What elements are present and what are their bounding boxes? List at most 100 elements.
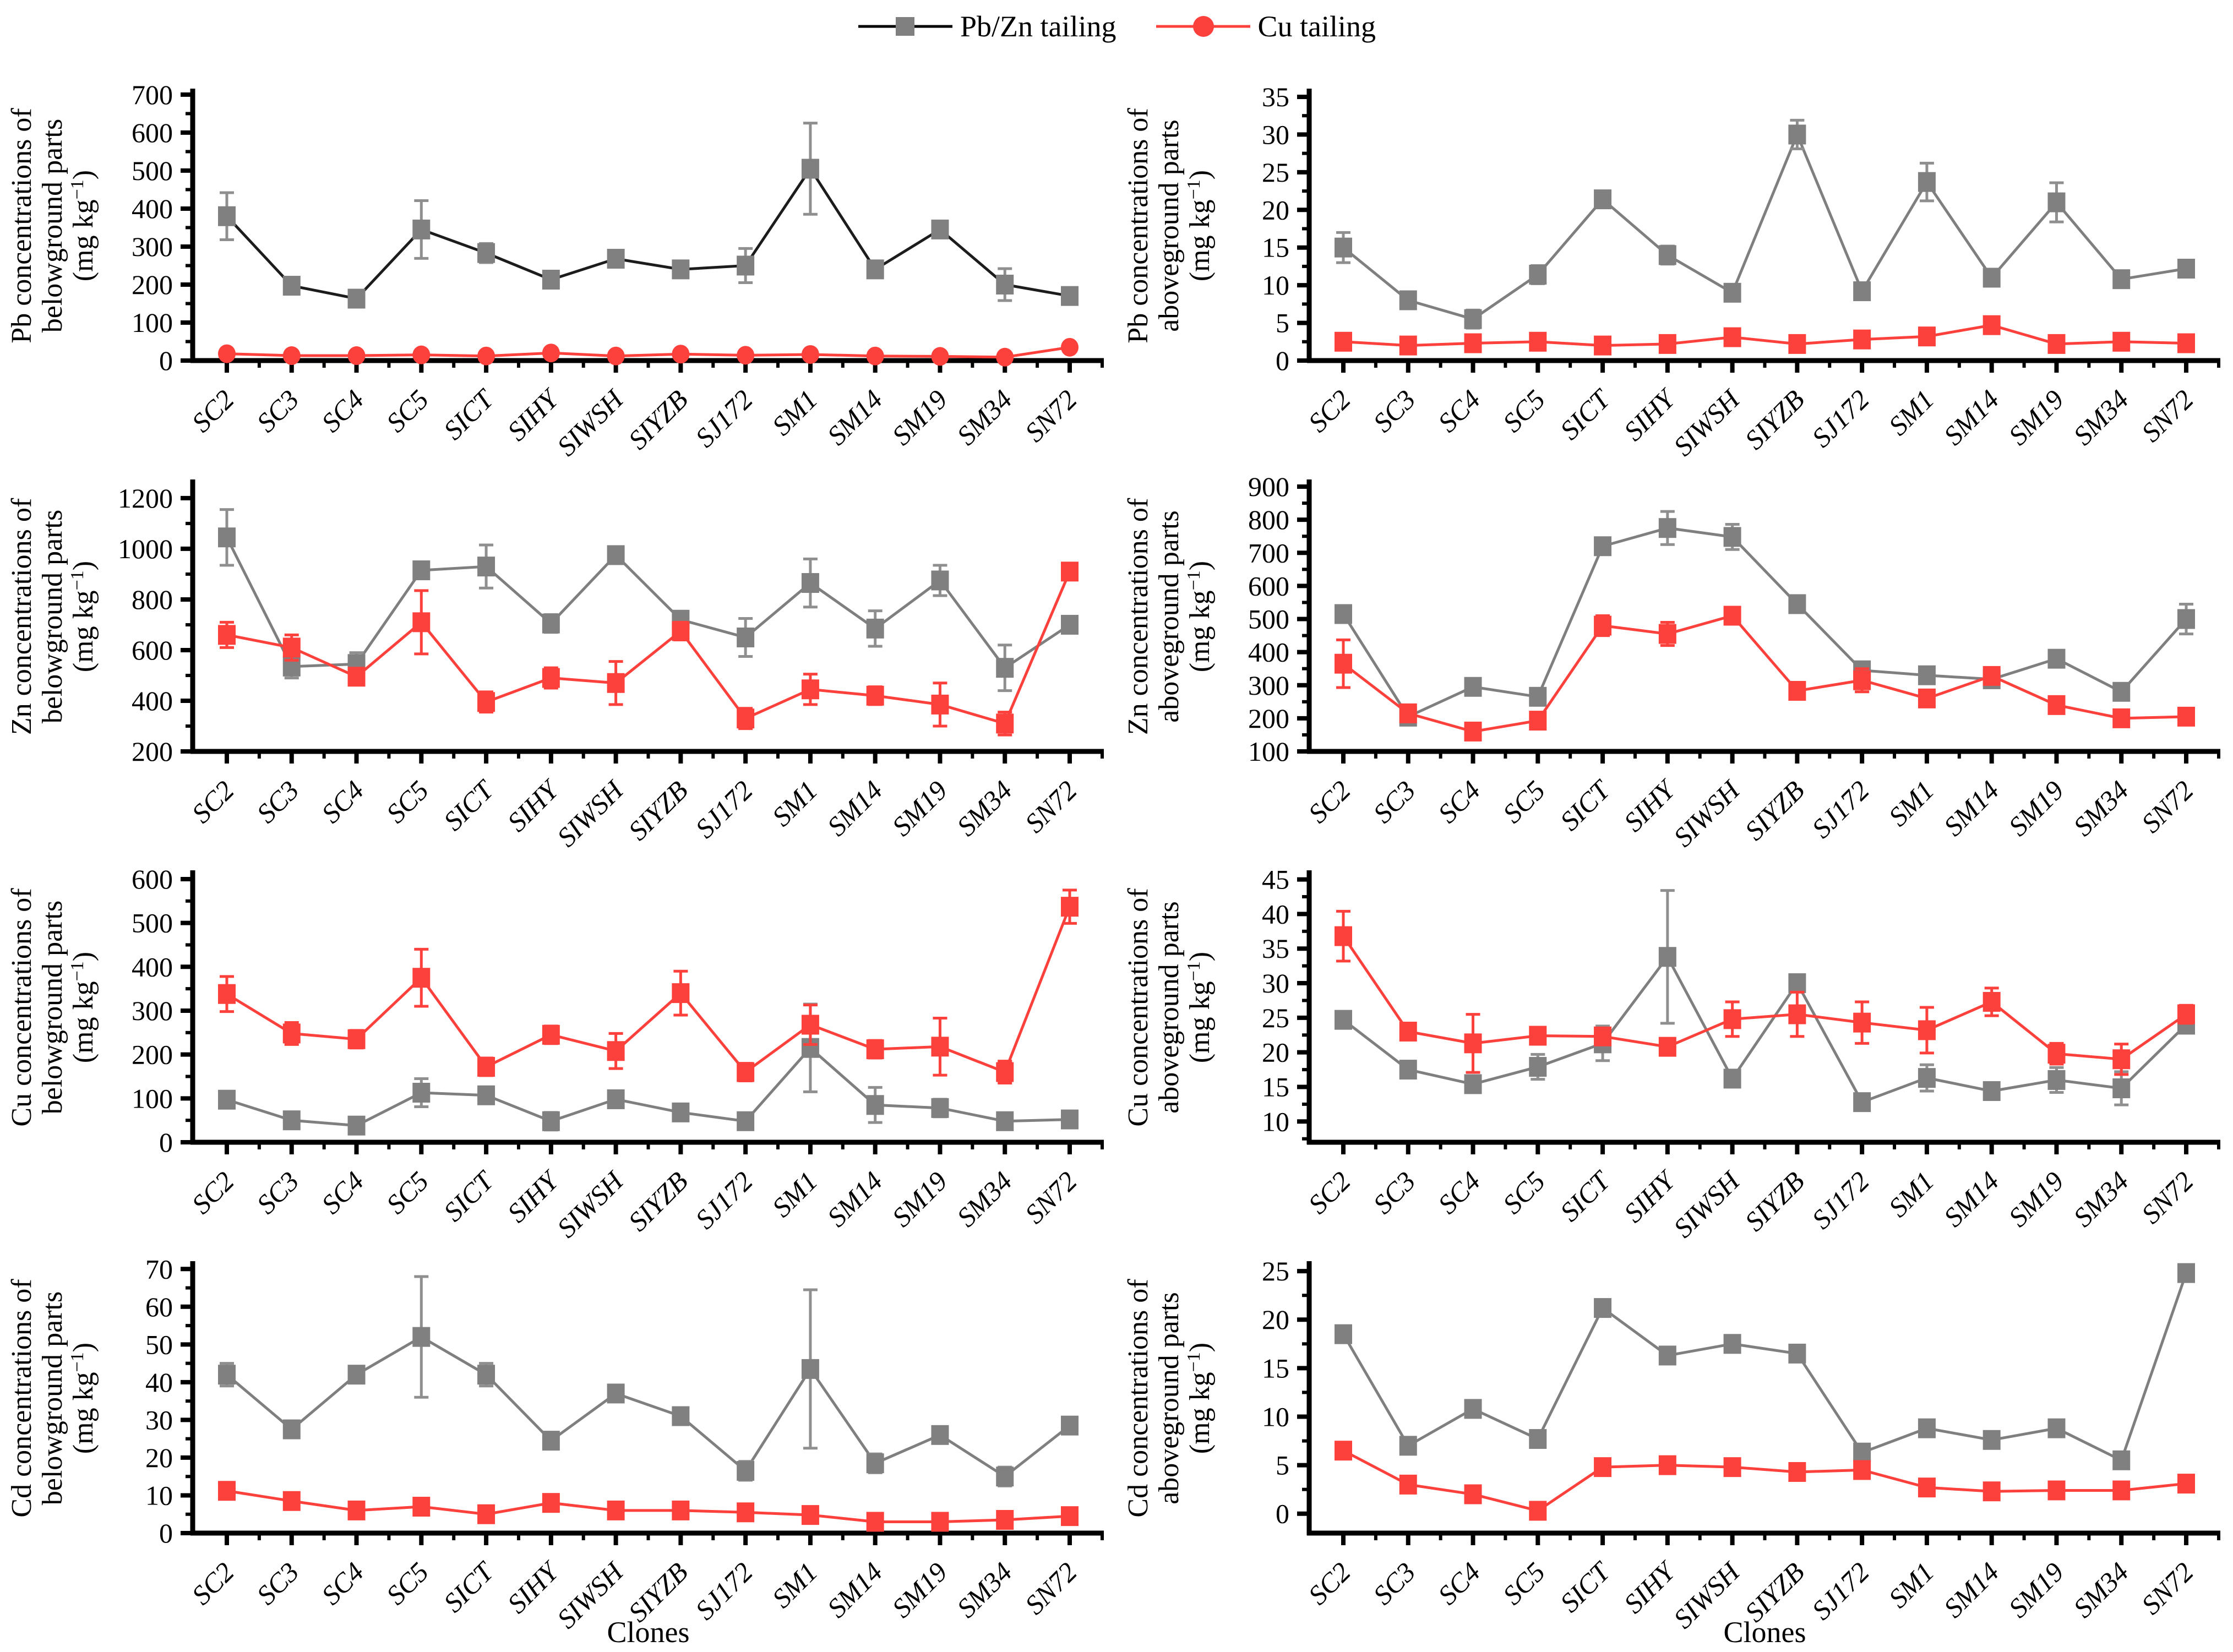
svg-text:SC3: SC3 xyxy=(250,384,305,438)
svg-text:SC3: SC3 xyxy=(250,1165,305,1220)
svg-text:30: 30 xyxy=(1262,119,1289,150)
svg-text:SC2: SC2 xyxy=(186,384,240,438)
svg-text:SM34: SM34 xyxy=(951,775,1018,842)
y-axis-title-line: (mg kg−1) xyxy=(67,170,99,281)
svg-text:SN72: SN72 xyxy=(1019,384,1083,448)
svg-text:20: 20 xyxy=(1262,1037,1289,1068)
svg-text:SM19: SM19 xyxy=(2002,1165,2069,1233)
svg-text:800: 800 xyxy=(132,584,173,615)
svg-text:1200: 1200 xyxy=(118,483,173,514)
svg-text:SC3: SC3 xyxy=(250,1556,305,1611)
y-axis-title-line: aboveground parts xyxy=(1153,901,1185,1114)
series-cu-tailing xyxy=(1335,315,2195,356)
y-axis-title-line: Cu concentrations of xyxy=(1123,888,1154,1127)
svg-text:SC5: SC5 xyxy=(380,1556,435,1611)
legend: Pb/Zn tailing Cu tailing xyxy=(0,0,2233,52)
svg-text:700: 700 xyxy=(132,79,173,110)
svg-text:SM34: SM34 xyxy=(951,1556,1018,1623)
svg-text:50: 50 xyxy=(145,1329,173,1360)
svg-text:25: 25 xyxy=(1262,157,1289,188)
svg-text:30: 30 xyxy=(145,1404,173,1435)
svg-text:0: 0 xyxy=(159,1127,173,1158)
svg-text:SC3: SC3 xyxy=(1367,1165,1422,1220)
svg-text:SC5: SC5 xyxy=(380,775,435,829)
svg-text:800: 800 xyxy=(1248,504,1289,535)
svg-text:40: 40 xyxy=(145,1367,173,1398)
svg-text:SC4: SC4 xyxy=(315,775,370,829)
svg-text:SC5: SC5 xyxy=(1497,1165,1551,1220)
svg-text:SC3: SC3 xyxy=(1367,775,1422,829)
y-axis-title-line: (mg kg−1) xyxy=(67,561,99,672)
svg-text:400: 400 xyxy=(132,193,173,224)
svg-text:SM14: SM14 xyxy=(1937,384,2005,451)
svg-text:5: 5 xyxy=(1276,1450,1289,1481)
svg-text:SICT: SICT xyxy=(1554,1164,1617,1228)
svg-text:SM34: SM34 xyxy=(951,1165,1018,1233)
svg-text:0: 0 xyxy=(159,1518,173,1549)
y-axis-title-line: belowground parts xyxy=(37,119,68,332)
svg-text:500: 500 xyxy=(1248,604,1289,635)
svg-text:SJ172: SJ172 xyxy=(689,1556,759,1626)
svg-text:SM1: SM1 xyxy=(1882,1165,1940,1223)
svg-text:10: 10 xyxy=(1262,1401,1289,1432)
svg-text:20: 20 xyxy=(1262,194,1289,225)
svg-text:SM14: SM14 xyxy=(821,1556,888,1623)
svg-text:400: 400 xyxy=(1248,637,1289,668)
svg-text:SM1: SM1 xyxy=(766,775,823,832)
chart-cu-belowground: 0 100 200 300 400 500 600 SC2 SC3 SC4 SC5 SICT SIHY S… xyxy=(0,834,1116,1244)
svg-text:100: 100 xyxy=(132,1083,173,1114)
svg-text:SC5: SC5 xyxy=(380,1165,435,1220)
svg-text:200: 200 xyxy=(1248,703,1289,734)
legend-item-cu-tailing: Cu tailing xyxy=(1155,9,1376,44)
series-pb-zn-tailing xyxy=(218,1002,1079,1136)
x-axis-title: Clones xyxy=(1723,1616,1806,1649)
svg-text:SICT: SICT xyxy=(438,773,501,837)
svg-text:SM14: SM14 xyxy=(821,384,888,451)
svg-text:SM1: SM1 xyxy=(1882,384,1940,441)
svg-text:SM19: SM19 xyxy=(2002,384,2069,451)
svg-text:SICT: SICT xyxy=(1554,773,1617,837)
svg-text:SM1: SM1 xyxy=(766,1165,823,1223)
y-axis-title-line: Cd concentrations of xyxy=(1123,1279,1154,1518)
svg-text:SN72: SN72 xyxy=(2136,1165,2199,1229)
svg-text:600: 600 xyxy=(1248,570,1289,601)
svg-text:0: 0 xyxy=(1276,1498,1289,1529)
svg-text:SN72: SN72 xyxy=(1019,1556,1083,1620)
y-axis-title-line: (mg kg−1) xyxy=(67,1343,99,1454)
svg-text:SC2: SC2 xyxy=(1302,384,1357,438)
svg-text:900: 900 xyxy=(1248,471,1289,502)
svg-text:400: 400 xyxy=(132,685,173,716)
svg-text:500: 500 xyxy=(132,908,173,939)
y-axis-title-line: (mg kg−1) xyxy=(1184,170,1216,281)
svg-text:100: 100 xyxy=(1248,736,1289,767)
svg-text:SJ172: SJ172 xyxy=(1806,1556,1875,1626)
svg-text:35: 35 xyxy=(1262,933,1289,964)
svg-text:SC2: SC2 xyxy=(186,1165,240,1220)
svg-text:SM19: SM19 xyxy=(886,775,953,842)
svg-text:SICT: SICT xyxy=(1554,383,1617,446)
svg-text:25: 25 xyxy=(1262,1002,1289,1033)
y-axis-title-line: Zn concentrations of xyxy=(1123,498,1154,735)
y-axis-title-line: Cu concentrations of xyxy=(6,888,37,1127)
svg-text:0: 0 xyxy=(1276,345,1289,376)
svg-text:SM34: SM34 xyxy=(2067,384,2134,451)
svg-text:10: 10 xyxy=(1262,270,1289,301)
series-pb-zn-tailing xyxy=(1335,1263,2195,1470)
svg-text:200: 200 xyxy=(132,1039,173,1070)
svg-text:SC2: SC2 xyxy=(1302,1165,1357,1220)
svg-text:SICT: SICT xyxy=(438,1555,501,1618)
chart-pb-aboveground: 0 5 10 15 20 25 30 35 SC2 SC3 SC4 SC5 SICT SIHY SIWSH S… xyxy=(1116,52,2233,462)
series-pb-zn-tailing xyxy=(1335,118,2195,330)
svg-text:SM19: SM19 xyxy=(2002,1556,2069,1623)
y-axis-title-line: (mg kg−1) xyxy=(1184,561,1216,672)
svg-text:200: 200 xyxy=(132,269,173,300)
svg-text:SC3: SC3 xyxy=(250,775,305,829)
chart-pb-belowground: 0 100 200 300 400 500 600 700 SC2 SC3 SC4 SC5 SICT SI… xyxy=(0,52,1116,462)
series-cu-tailing xyxy=(1335,909,2195,1076)
series-pb-zn-tailing xyxy=(218,122,1079,309)
